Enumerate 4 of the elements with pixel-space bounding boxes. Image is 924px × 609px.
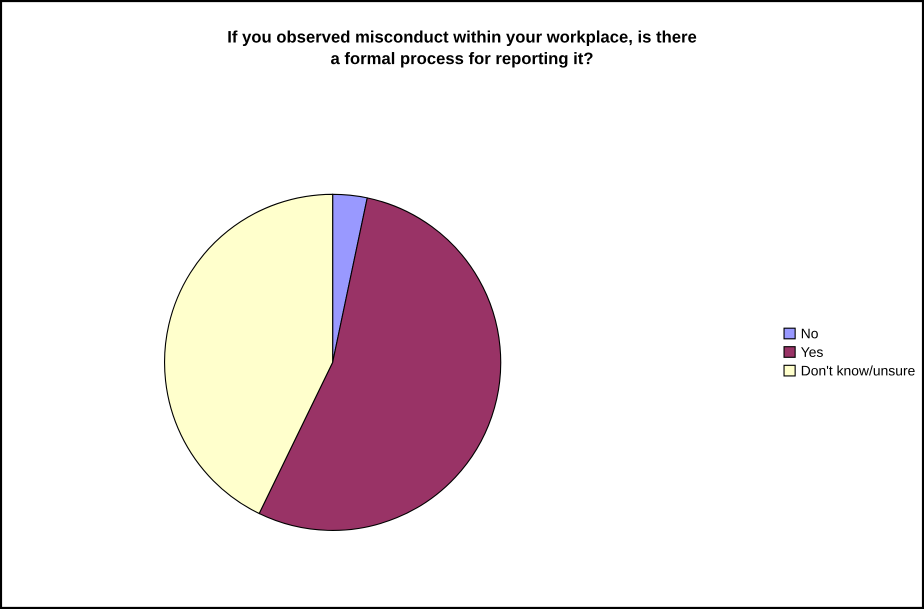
legend-label: No <box>802 328 818 338</box>
legend-label: Don't know/unsure <box>802 365 915 376</box>
chart-title: If you observed misconduct within your workplace, is there a formal process for reporting it? <box>228 30 696 68</box>
legend-label: Yes <box>801 347 823 357</box>
